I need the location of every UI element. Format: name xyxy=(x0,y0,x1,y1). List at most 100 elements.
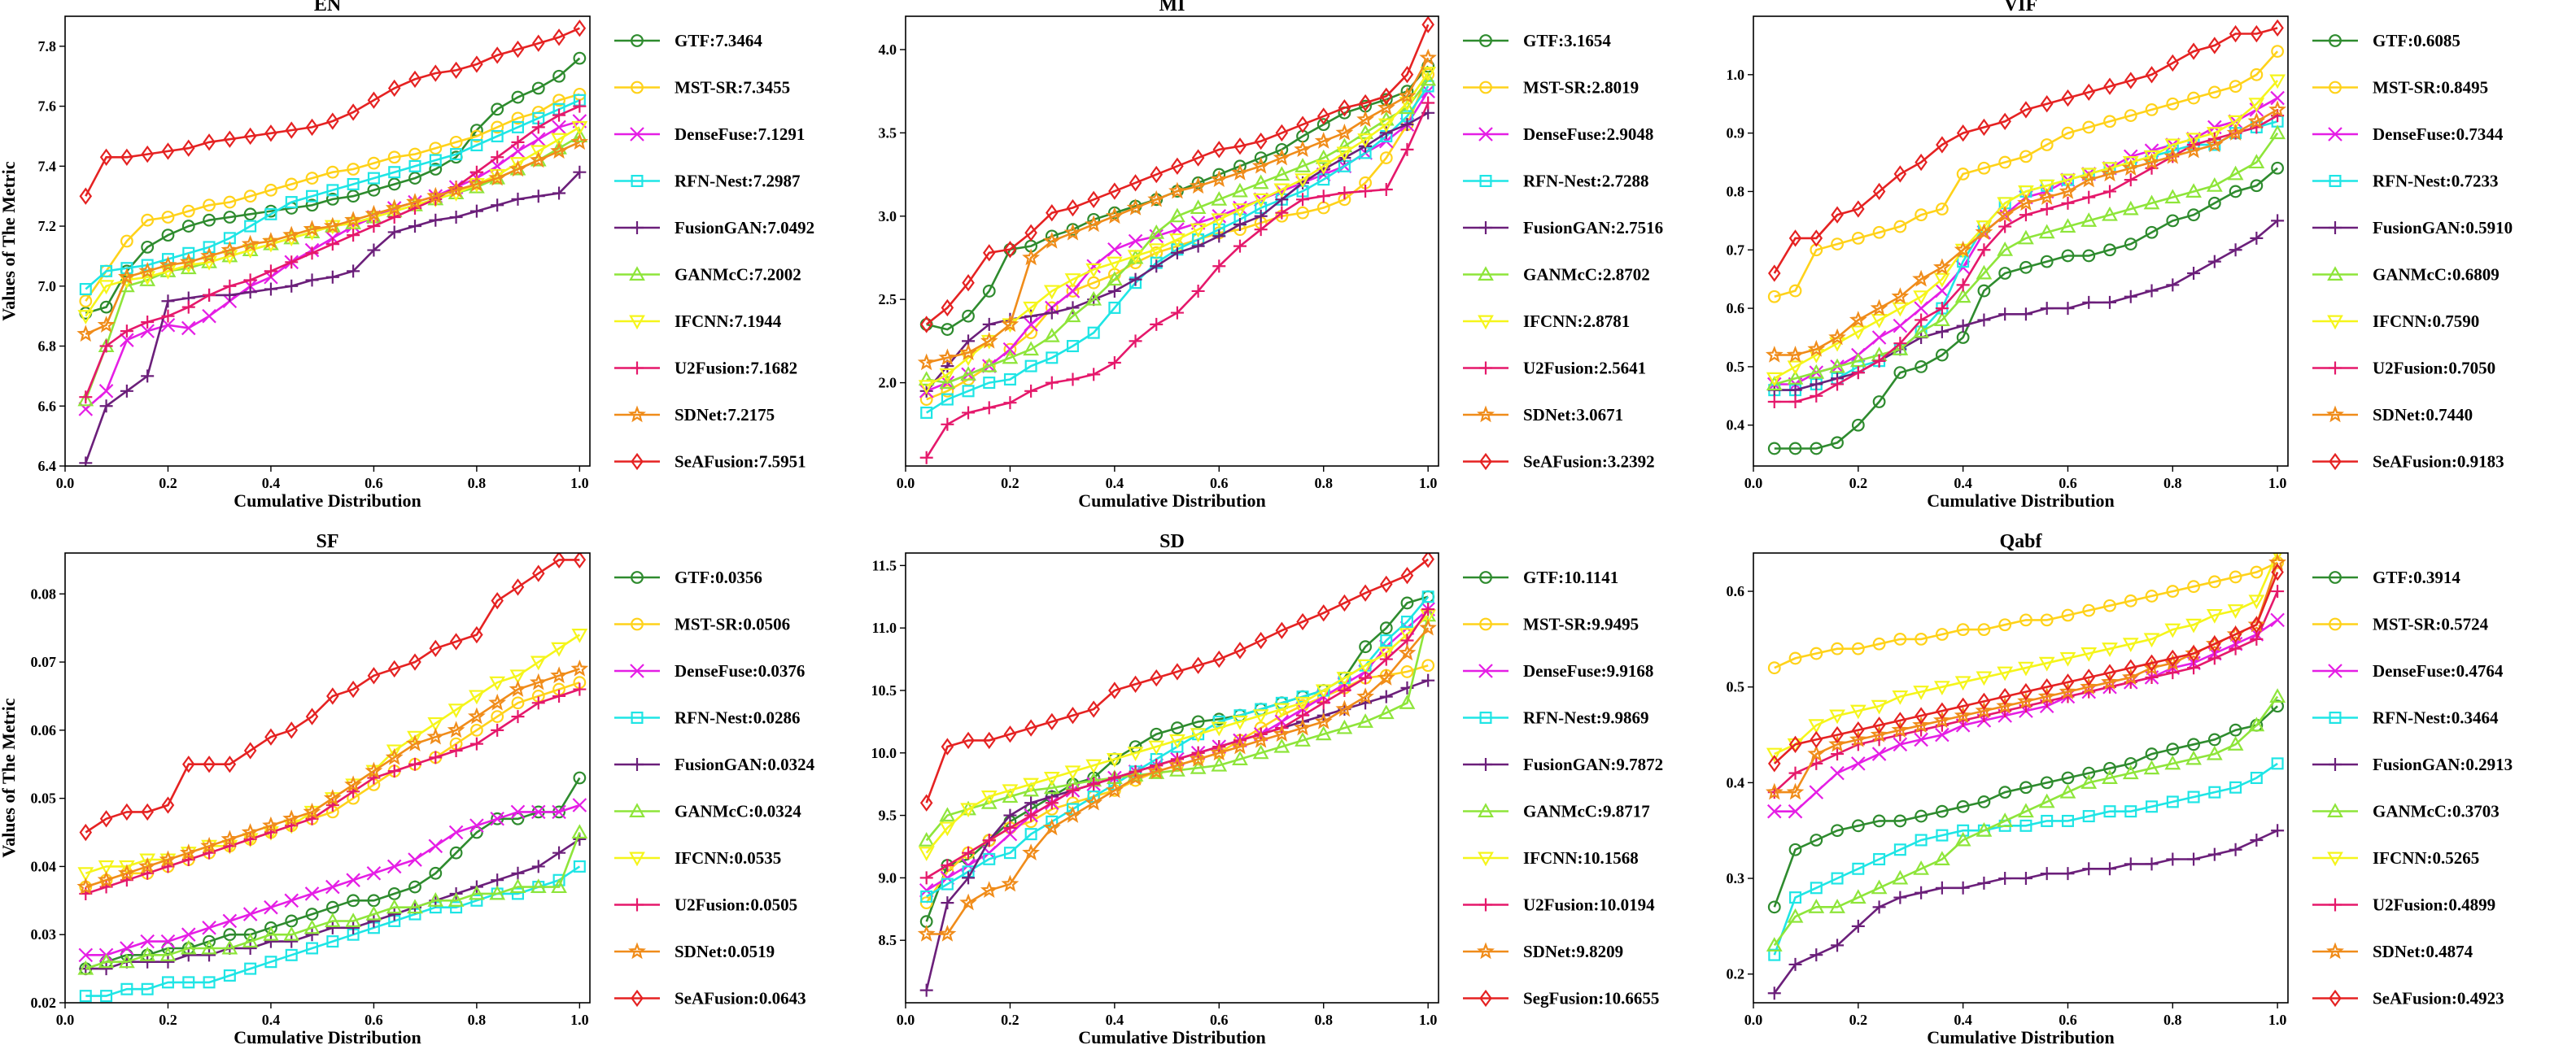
data-point xyxy=(491,120,504,134)
data-point xyxy=(2166,649,2180,668)
data-point xyxy=(1954,240,1972,258)
data-point xyxy=(120,941,134,956)
x-axis-label: Cumulative Distribution xyxy=(1078,490,1265,511)
data-point xyxy=(2145,747,2159,760)
data-point xyxy=(2122,764,2139,780)
axes-frame xyxy=(64,552,591,1004)
data-point xyxy=(2124,805,2137,818)
data-point xyxy=(1273,183,1290,198)
series-line xyxy=(85,141,580,335)
series-line xyxy=(85,559,580,834)
data-point xyxy=(2038,224,2055,239)
y-tick-label: 9.5 xyxy=(879,808,897,824)
data-point xyxy=(1956,124,1970,142)
series-9 xyxy=(79,20,587,205)
data-point xyxy=(1170,246,1184,259)
series-9 xyxy=(919,553,1434,812)
data-point xyxy=(1129,675,1142,693)
data-point xyxy=(408,852,422,867)
data-point xyxy=(1977,118,1991,137)
x-tick-label: 0.4 xyxy=(1954,475,1972,491)
data-point xyxy=(285,196,298,209)
y-tick-label: 6.8 xyxy=(38,338,57,355)
legend-item: RFN-Nest:9.9869 xyxy=(1463,708,1649,728)
data-point xyxy=(980,881,998,898)
data-point xyxy=(1915,809,1928,823)
data-point xyxy=(511,90,525,104)
legend-marker xyxy=(2329,898,2342,912)
legend-label: GANMcC:0.6809 xyxy=(2373,265,2500,285)
data-point xyxy=(79,990,92,1003)
data-point xyxy=(2040,678,2054,696)
data-point xyxy=(1024,828,1037,841)
data-point xyxy=(2103,805,2116,818)
y-tick-label: 0.04 xyxy=(31,858,57,874)
series-line xyxy=(1774,80,2279,380)
data-point xyxy=(1023,301,1039,316)
data-point xyxy=(2207,196,2221,210)
data-point xyxy=(2082,669,2095,686)
data-point xyxy=(139,947,156,961)
legend-label: MST-SR:7.3455 xyxy=(675,78,790,98)
data-point xyxy=(1233,137,1247,155)
y-tick-label: 0.5 xyxy=(1727,679,1745,695)
data-point xyxy=(491,710,504,723)
legend-label: GANMcC:0.3703 xyxy=(2373,802,2500,821)
data-point xyxy=(2207,85,2221,99)
legend-item: DenseFuse:9.9168 xyxy=(1463,661,1653,681)
data-point xyxy=(470,55,483,73)
data-point xyxy=(1045,376,1059,390)
data-point xyxy=(1316,118,1330,132)
data-point xyxy=(1087,368,1101,381)
data-point xyxy=(1003,241,1017,259)
data-point xyxy=(262,232,280,249)
data-point xyxy=(1400,118,1414,132)
data-point xyxy=(980,794,998,809)
x-tick-label: 0.2 xyxy=(1001,1012,1019,1028)
data-point xyxy=(1399,695,1416,709)
data-point xyxy=(1956,881,1970,895)
data-point xyxy=(1766,747,1783,763)
legend-marker xyxy=(629,315,645,330)
data-point xyxy=(1065,284,1081,298)
data-point xyxy=(1023,341,1039,356)
data-point xyxy=(325,165,339,179)
data-point xyxy=(571,824,588,839)
data-point xyxy=(367,667,381,685)
data-point xyxy=(2121,159,2140,176)
data-point xyxy=(1913,860,1929,875)
series-3 xyxy=(1768,115,2284,397)
data-point xyxy=(141,982,154,995)
data-point xyxy=(449,211,463,224)
data-point xyxy=(1252,174,1269,189)
data-point xyxy=(959,893,977,911)
data-point xyxy=(2248,98,2265,112)
legend-item: FusionGAN:2.7516 xyxy=(1463,218,1663,237)
legend-item: GANMcC:9.8717 xyxy=(1463,802,1650,821)
data-point xyxy=(2121,668,2140,686)
series-line xyxy=(1774,132,2279,385)
series-2 xyxy=(78,114,587,416)
data-point xyxy=(1766,804,1782,819)
legend-label: SDNet:3.0671 xyxy=(1523,405,1623,425)
data-point xyxy=(1316,604,1330,622)
legend-marker xyxy=(2329,711,2342,724)
data-point xyxy=(182,246,195,259)
data-point xyxy=(264,264,277,278)
data-point xyxy=(919,794,933,812)
x-tick-label: 0.2 xyxy=(1849,475,1868,491)
data-point xyxy=(1191,284,1205,298)
data-point xyxy=(326,184,339,197)
data-point xyxy=(939,807,956,822)
legend-item: IFCNN:2.8781 xyxy=(1463,311,1630,331)
data-point xyxy=(1001,315,1019,333)
data-point xyxy=(387,211,401,224)
data-point xyxy=(573,51,587,65)
x-tick-label: 0.8 xyxy=(468,1012,487,1028)
data-point xyxy=(962,406,976,420)
data-point xyxy=(941,738,954,756)
data-point xyxy=(2019,150,2032,163)
data-point xyxy=(449,61,463,80)
data-point xyxy=(1148,243,1165,259)
data-point xyxy=(2268,100,2287,118)
